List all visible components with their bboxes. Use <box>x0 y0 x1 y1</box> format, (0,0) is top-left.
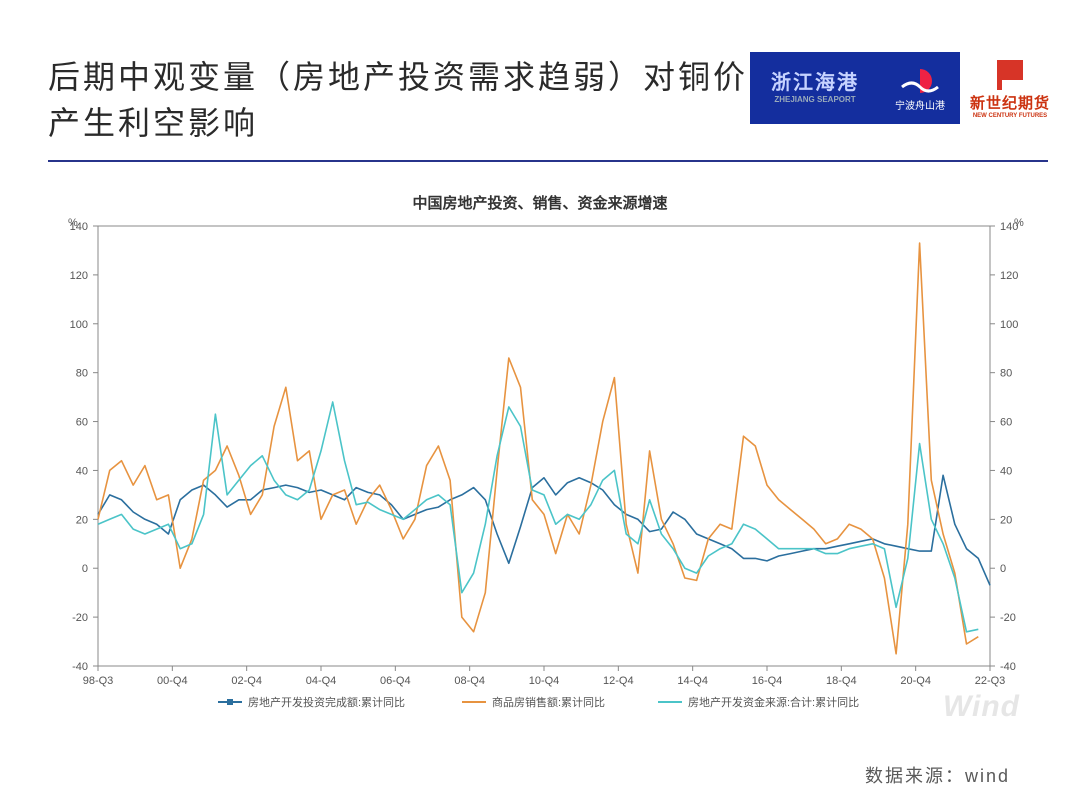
svg-text:22-Q3: 22-Q3 <box>975 675 1006 687</box>
svg-text:18-Q4: 18-Q4 <box>826 675 857 687</box>
logo-zhejiang: 浙江海港 ZHEJIANG SEAPORT <box>750 52 880 124</box>
svg-text:20: 20 <box>1000 514 1012 526</box>
svg-text:98-Q3: 98-Q3 <box>83 675 114 687</box>
logo-zhejiang-en: ZHEJIANG SEAPORT <box>774 95 855 105</box>
svg-text:房地产开发资金来源:合计:累计同比: 房地产开发资金来源:合计:累计同比 <box>688 695 859 709</box>
svg-text:-40: -40 <box>1000 661 1016 673</box>
watermark: Wind <box>943 690 1020 724</box>
svg-text:20-Q4: 20-Q4 <box>900 675 931 687</box>
source-label: 数据来源：wind <box>865 762 1010 788</box>
svg-text:12-Q4: 12-Q4 <box>603 675 634 687</box>
svg-text:120: 120 <box>70 270 88 282</box>
flag-icon <box>993 58 1027 92</box>
svg-text:100: 100 <box>70 319 88 331</box>
svg-text:%: % <box>1014 217 1024 229</box>
svg-text:100: 100 <box>1000 319 1018 331</box>
svg-text:40: 40 <box>1000 465 1012 477</box>
svg-text:-20: -20 <box>72 612 88 624</box>
svg-text:0: 0 <box>82 563 88 575</box>
svg-text:0: 0 <box>1000 563 1006 575</box>
svg-text:04-Q4: 04-Q4 <box>306 675 337 687</box>
logo-zhejiang-cn: 浙江海港 <box>771 71 859 95</box>
svg-text:40: 40 <box>76 465 88 477</box>
svg-text:20: 20 <box>76 514 88 526</box>
logo-ningbo-text: 宁波舟山港 <box>895 97 945 112</box>
page-title: 后期中观变量（房地产投资需求趋弱）对铜价 产生利空影响 <box>48 54 748 147</box>
svg-text:08-Q4: 08-Q4 <box>454 675 485 687</box>
chart-title: 中国房地产投资、销售、资金来源增速 <box>0 192 1080 213</box>
logo-nc-en: NEW CENTURY FUTURES <box>973 113 1047 119</box>
svg-text:-20: -20 <box>1000 612 1016 624</box>
logo-nc-cn: 新世纪期货 <box>970 92 1050 113</box>
sun-wave-icon <box>900 65 940 97</box>
svg-text:120: 120 <box>1000 270 1018 282</box>
svg-text:%: % <box>68 217 78 229</box>
svg-text:商品房销售额:累计同比: 商品房销售额:累计同比 <box>492 695 605 709</box>
svg-text:06-Q4: 06-Q4 <box>380 675 411 687</box>
svg-text:14-Q4: 14-Q4 <box>677 675 708 687</box>
svg-text:02-Q4: 02-Q4 <box>231 675 262 687</box>
logo-newcentury: 新世纪期货 NEW CENTURY FUTURES <box>970 52 1050 124</box>
logo-ningbo: 宁波舟山港 <box>880 52 960 124</box>
svg-text:80: 80 <box>1000 368 1012 380</box>
svg-text:60: 60 <box>1000 417 1012 429</box>
svg-text:16-Q4: 16-Q4 <box>752 675 783 687</box>
svg-text:60: 60 <box>76 417 88 429</box>
line-chart: -40 -40 -20 -20 0 0 20 20 40 40 60 60 80 80 100 100 120 1… <box>44 212 1044 742</box>
svg-text:00-Q4: 00-Q4 <box>157 675 188 687</box>
svg-text:-40: -40 <box>72 661 88 673</box>
title-rule <box>48 160 1048 162</box>
svg-text:80: 80 <box>76 368 88 380</box>
svg-text:10-Q4: 10-Q4 <box>529 675 560 687</box>
svg-text:房地产开发投资完成额:累计同比: 房地产开发投资完成额:累计同比 <box>248 695 405 709</box>
